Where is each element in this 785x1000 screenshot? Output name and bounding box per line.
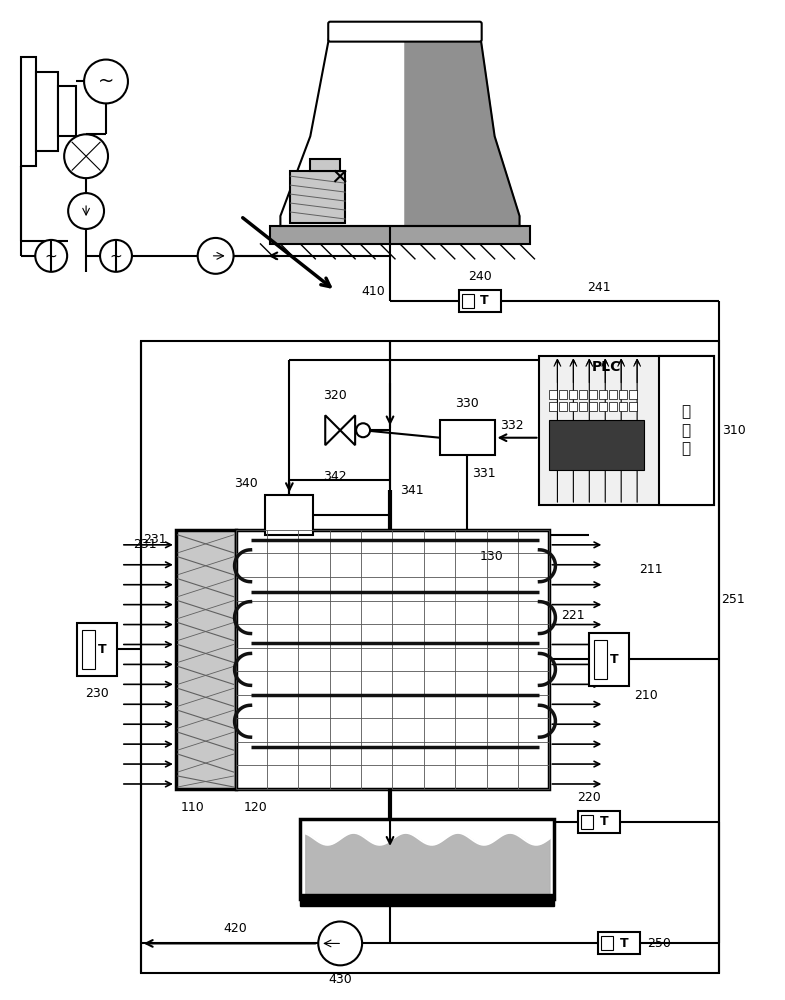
Bar	[301, 894, 554, 906]
Bar	[58, 86, 76, 136]
Bar	[550, 390, 557, 399]
Text: 330: 330	[455, 397, 479, 410]
Bar	[310, 159, 340, 171]
Text: 231: 231	[133, 538, 156, 551]
Polygon shape	[325, 415, 340, 445]
Bar	[579, 811, 620, 833]
Bar	[141, 341, 719, 973]
Bar	[560, 390, 568, 399]
Text: 210: 210	[634, 689, 658, 702]
Bar	[36, 72, 58, 151]
Bar	[590, 633, 629, 686]
Text: 110: 110	[181, 801, 205, 814]
Bar	[265, 495, 313, 535]
Bar	[550, 402, 557, 411]
Polygon shape	[280, 32, 520, 226]
Bar	[236, 530, 550, 789]
Text: 241: 241	[587, 281, 611, 294]
Text: 320: 320	[323, 389, 347, 402]
Bar	[629, 402, 637, 411]
Bar	[462, 294, 473, 308]
Circle shape	[198, 238, 234, 274]
Bar	[579, 390, 587, 399]
Text: T: T	[480, 294, 489, 307]
Bar	[569, 390, 577, 399]
Bar	[598, 932, 640, 954]
Text: T: T	[97, 643, 106, 656]
Bar	[440, 420, 495, 455]
Bar	[569, 402, 577, 411]
Text: ~: ~	[45, 248, 57, 263]
Bar	[301, 819, 554, 899]
Bar	[290, 171, 345, 223]
Text: 221: 221	[560, 609, 584, 622]
Polygon shape	[340, 415, 355, 445]
Polygon shape	[280, 32, 520, 226]
Text: 251: 251	[721, 593, 745, 606]
Bar	[458, 290, 501, 312]
Text: 130: 130	[480, 550, 503, 563]
Bar	[609, 402, 617, 411]
Bar	[582, 815, 593, 829]
Text: 331: 331	[473, 467, 496, 480]
Circle shape	[84, 60, 128, 103]
Circle shape	[68, 193, 104, 229]
Bar	[21, 57, 36, 166]
Bar	[594, 640, 608, 679]
Bar	[271, 226, 530, 244]
Text: T: T	[620, 937, 629, 950]
Text: 211: 211	[639, 563, 663, 576]
Bar	[82, 630, 95, 669]
Circle shape	[100, 240, 132, 272]
Text: T: T	[600, 815, 608, 828]
Bar	[609, 390, 617, 399]
Text: PLC: PLC	[592, 360, 622, 374]
Bar	[659, 356, 714, 505]
Bar	[77, 623, 117, 676]
Text: 332: 332	[499, 419, 524, 432]
Bar	[550, 420, 644, 470]
Text: ~: ~	[98, 72, 114, 91]
Text: 控
制
器: 控 制 器	[681, 404, 691, 456]
FancyBboxPatch shape	[328, 22, 482, 42]
Text: 341: 341	[400, 484, 424, 497]
Text: 231: 231	[143, 533, 166, 546]
Bar	[629, 390, 637, 399]
Text: 220: 220	[577, 791, 601, 804]
Text: 342: 342	[323, 470, 347, 483]
Text: 420: 420	[224, 922, 247, 935]
Text: 120: 120	[243, 801, 268, 814]
Circle shape	[64, 134, 108, 178]
Bar	[579, 402, 587, 411]
Circle shape	[35, 240, 68, 272]
Bar	[619, 390, 627, 399]
Polygon shape	[405, 32, 520, 226]
Bar	[601, 936, 613, 950]
Bar	[176, 530, 236, 789]
Text: 430: 430	[328, 973, 352, 986]
Bar	[539, 356, 714, 505]
Text: 240: 240	[468, 270, 491, 283]
Text: ~: ~	[110, 248, 122, 263]
Bar	[590, 402, 597, 411]
Bar	[599, 390, 608, 399]
Circle shape	[356, 423, 370, 437]
Bar	[619, 402, 627, 411]
Bar	[599, 402, 608, 411]
Bar	[590, 390, 597, 399]
Text: 230: 230	[86, 687, 109, 700]
Text: T: T	[610, 653, 619, 666]
Circle shape	[318, 922, 362, 965]
Text: 340: 340	[234, 477, 257, 490]
Bar	[560, 402, 568, 411]
Text: 310: 310	[722, 424, 746, 437]
Text: 250: 250	[647, 937, 671, 950]
Text: 410: 410	[361, 285, 385, 298]
